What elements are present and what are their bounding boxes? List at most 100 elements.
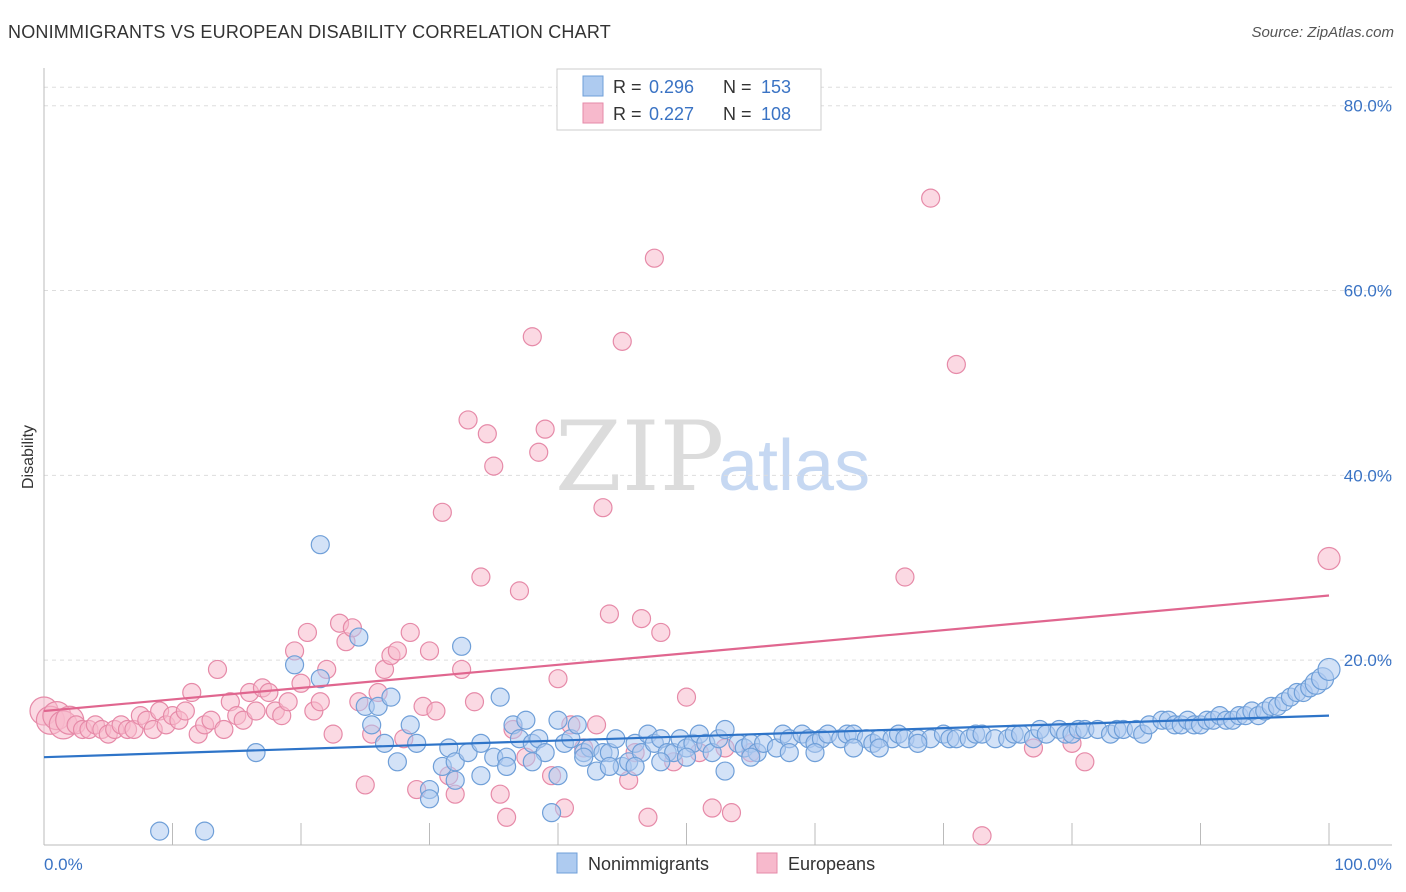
data-point [310, 669, 330, 689]
data-point [195, 821, 215, 841]
data-point [368, 696, 388, 716]
data-point [721, 803, 742, 823]
y-tick-labels: 20.0% 40.0% 60.0% 80.0% [1344, 97, 1392, 670]
data-point [419, 789, 440, 809]
watermark-zip: ZIP [555, 401, 724, 513]
trend-line-europeans [43, 594, 1330, 713]
data-point [908, 733, 928, 753]
data-point [150, 821, 170, 841]
watermark-atlas: atlas [718, 426, 870, 506]
data-point [490, 784, 510, 804]
data-point [387, 752, 407, 772]
legend-top-r-label-blue: R = [613, 77, 642, 97]
data-point [599, 756, 620, 777]
y-tick-label: 60.0% [1344, 282, 1392, 301]
data-point [214, 719, 234, 740]
data-point [452, 659, 472, 680]
data-point [458, 410, 478, 430]
data-point [374, 733, 395, 753]
data-point [529, 442, 549, 462]
data-point [259, 682, 279, 703]
y-tick-label: 40.0% [1344, 466, 1392, 485]
data-point [895, 567, 915, 587]
data-point [548, 669, 568, 689]
data-point [246, 701, 266, 721]
data-point [972, 826, 992, 846]
legend-bottom-swatch-blue [556, 852, 578, 874]
legend-bottom-label-europeans: Europeans [788, 854, 875, 874]
data-point [522, 752, 542, 772]
data-point [1075, 752, 1095, 772]
data-point [843, 738, 864, 758]
trend-lines [43, 594, 1330, 759]
data-point [426, 701, 446, 721]
data-point [400, 715, 420, 735]
data-point [535, 419, 555, 439]
data-point [419, 641, 440, 661]
data-point [400, 622, 420, 643]
data-point [278, 692, 298, 712]
data-point [387, 641, 407, 661]
data-point [567, 715, 587, 735]
data-point [291, 673, 311, 693]
data-point [574, 747, 594, 767]
data-point [625, 756, 645, 777]
data-point [593, 498, 613, 518]
data-point [471, 766, 491, 786]
data-point [432, 502, 452, 522]
legend-bottom-label-nonimmigrants: Nonimmigrants [588, 854, 709, 874]
data-point [869, 738, 889, 758]
data-point [349, 627, 369, 647]
data-point [631, 608, 652, 629]
data-point [407, 733, 427, 753]
legend-top: R = 0.296 N = 153 R = 0.227 N = 108 [556, 68, 822, 131]
data-point [497, 756, 517, 777]
data-point [381, 687, 401, 707]
y-axis-label: Disability [20, 425, 37, 489]
data-point [201, 710, 221, 730]
legend-top-n-label-blue: N = [723, 77, 752, 97]
trend-line-nonimmigrants [43, 714, 1330, 759]
data-point [805, 742, 825, 763]
data-point [921, 188, 941, 208]
data-point [464, 692, 485, 712]
data-point [477, 424, 497, 444]
data-point [284, 655, 305, 675]
data-point [310, 692, 330, 712]
data-point [676, 687, 697, 707]
data-point [516, 710, 536, 730]
legend-top-swatch-pink [582, 102, 604, 124]
y-tick-label: 20.0% [1344, 651, 1392, 670]
x-ticks [43, 823, 1330, 845]
legend-top-n-value-pink: 108 [761, 104, 791, 124]
x-tick-label-min: 0.0% [44, 855, 83, 874]
data-point [323, 724, 343, 744]
data-point [541, 803, 562, 823]
data-point [362, 715, 382, 735]
legend-top-n-label-pink: N = [723, 104, 752, 124]
data-point [702, 798, 722, 818]
legend-top-r-label-pink: R = [613, 104, 642, 124]
data-point [175, 701, 195, 721]
data-point [297, 622, 318, 643]
data-point [355, 775, 375, 795]
data-point [233, 710, 253, 730]
source-label: Source: ZipAtlas.com [1251, 24, 1394, 41]
data-point [509, 581, 530, 601]
data-point [644, 248, 664, 268]
data-point [535, 742, 555, 763]
data-point [310, 535, 330, 555]
legend-top-r-value-blue: 0.296 [649, 77, 694, 97]
data-point [1317, 657, 1341, 682]
data-point [548, 710, 568, 730]
data-point [599, 604, 620, 624]
data-point [676, 747, 697, 767]
data-point [452, 636, 472, 656]
chart-title: NONIMMIGRANTS VS EUROPEAN DISABILITY COR… [8, 22, 611, 42]
data-point [497, 807, 517, 827]
data-point [612, 331, 632, 351]
legend-top-swatch-blue [582, 75, 604, 97]
nonimmigrants-points [150, 535, 1341, 841]
legend-top-n-value-blue: 153 [761, 77, 791, 97]
